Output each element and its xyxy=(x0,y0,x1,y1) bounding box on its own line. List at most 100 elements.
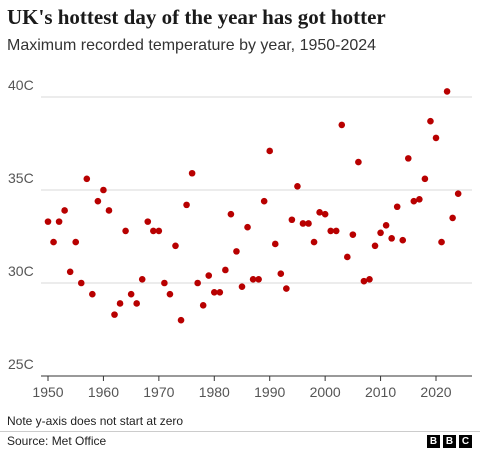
data-point xyxy=(61,207,68,214)
data-point xyxy=(249,275,257,283)
source-credit: Source: Met Office xyxy=(7,434,107,448)
data-point xyxy=(166,290,174,298)
data-point xyxy=(432,134,440,142)
chart-title: UK's hottest day of the year has got hot… xyxy=(7,5,386,29)
data-point xyxy=(310,238,318,246)
data-point xyxy=(233,248,240,255)
data-point xyxy=(100,186,107,194)
data-point xyxy=(399,236,407,244)
axis-note: Note y-axis does not start at zero xyxy=(7,414,184,428)
data-point xyxy=(138,275,146,283)
x-tick-label: 2000 xyxy=(310,384,341,400)
y-tick-label: 30C xyxy=(8,263,34,279)
data-point xyxy=(382,222,390,229)
data-point xyxy=(327,227,334,235)
data-point xyxy=(338,121,346,129)
data-point xyxy=(227,210,235,218)
chart-subtitle: Maximum recorded temperature by year, 19… xyxy=(7,37,377,54)
data-point xyxy=(366,275,373,283)
scatter-chart: 25C 30C 35C 40C 1950 1960 1970 1980 1990 2000 201… xyxy=(8,77,472,400)
logo-letter: C xyxy=(459,435,472,448)
x-tick-label: 1970 xyxy=(143,384,174,400)
data-point xyxy=(404,155,412,162)
data-point xyxy=(299,220,307,227)
x-tick-label: 2010 xyxy=(365,384,396,400)
data-point xyxy=(72,238,80,246)
data-point xyxy=(427,117,434,125)
data-point xyxy=(271,240,279,248)
logo-letter: B xyxy=(427,435,440,448)
data-point xyxy=(89,290,96,298)
data-point xyxy=(105,207,113,214)
data-point xyxy=(66,268,74,276)
data-point xyxy=(216,289,224,296)
data-point xyxy=(316,209,323,216)
x-tick-label: 1950 xyxy=(32,384,63,400)
data-point xyxy=(449,214,456,222)
data-point xyxy=(77,279,85,287)
data-point xyxy=(294,182,301,190)
x-tick-label: 2020 xyxy=(420,384,451,400)
data-point xyxy=(127,290,135,298)
data-point xyxy=(371,242,379,250)
data-point xyxy=(416,196,423,203)
y-tick-label: 35C xyxy=(8,170,34,186)
footer-divider xyxy=(0,431,480,432)
data-point xyxy=(283,285,290,292)
data-point xyxy=(194,279,201,287)
data-point xyxy=(122,227,129,235)
data-point xyxy=(443,88,451,95)
data-point xyxy=(133,300,140,307)
data-point xyxy=(454,190,462,198)
gridlines xyxy=(41,96,472,377)
data-point xyxy=(111,311,118,318)
data-point xyxy=(50,238,57,246)
data-point xyxy=(438,238,445,246)
data-point xyxy=(360,277,368,285)
data-points xyxy=(44,88,462,324)
data-point xyxy=(188,169,196,177)
data-point xyxy=(238,283,246,291)
data-point xyxy=(355,158,362,166)
data-point xyxy=(344,253,351,261)
data-point xyxy=(222,266,229,274)
data-point xyxy=(421,175,429,183)
data-point xyxy=(332,227,340,235)
y-tick-label: 40C xyxy=(8,77,34,93)
data-point xyxy=(244,223,251,231)
data-point xyxy=(94,197,102,205)
data-point xyxy=(255,275,262,283)
data-point xyxy=(210,289,218,296)
data-point xyxy=(183,201,190,209)
y-tick-label: 25C xyxy=(8,356,34,372)
logo-letter: B xyxy=(443,435,456,448)
data-point xyxy=(266,147,274,155)
data-point xyxy=(150,227,157,235)
data-point xyxy=(277,270,285,278)
data-point xyxy=(144,218,152,225)
data-point xyxy=(44,218,52,225)
x-tick-label: 1960 xyxy=(88,384,119,400)
data-point xyxy=(388,235,395,242)
y-axis-tick-labels: 25C 30C 35C 40C xyxy=(8,77,34,372)
data-point xyxy=(199,302,207,309)
data-point xyxy=(260,197,268,205)
data-point xyxy=(393,203,401,211)
data-point xyxy=(116,300,124,307)
bbc-logo: B B C xyxy=(427,435,472,448)
data-point xyxy=(305,220,312,227)
data-point xyxy=(155,227,163,235)
data-point xyxy=(410,197,418,205)
data-point xyxy=(172,242,179,250)
data-point xyxy=(177,316,185,324)
data-point xyxy=(349,231,357,238)
data-point xyxy=(55,218,63,225)
data-point xyxy=(377,229,384,237)
x-tick-label: 1980 xyxy=(199,384,230,400)
x-axis: 1950 1960 1970 1980 1990 2000 2010 2020 xyxy=(32,376,452,400)
data-point xyxy=(205,272,213,279)
x-tick-label: 1990 xyxy=(254,384,285,400)
data-point xyxy=(288,216,296,224)
data-point xyxy=(321,210,329,218)
data-point xyxy=(161,279,168,287)
